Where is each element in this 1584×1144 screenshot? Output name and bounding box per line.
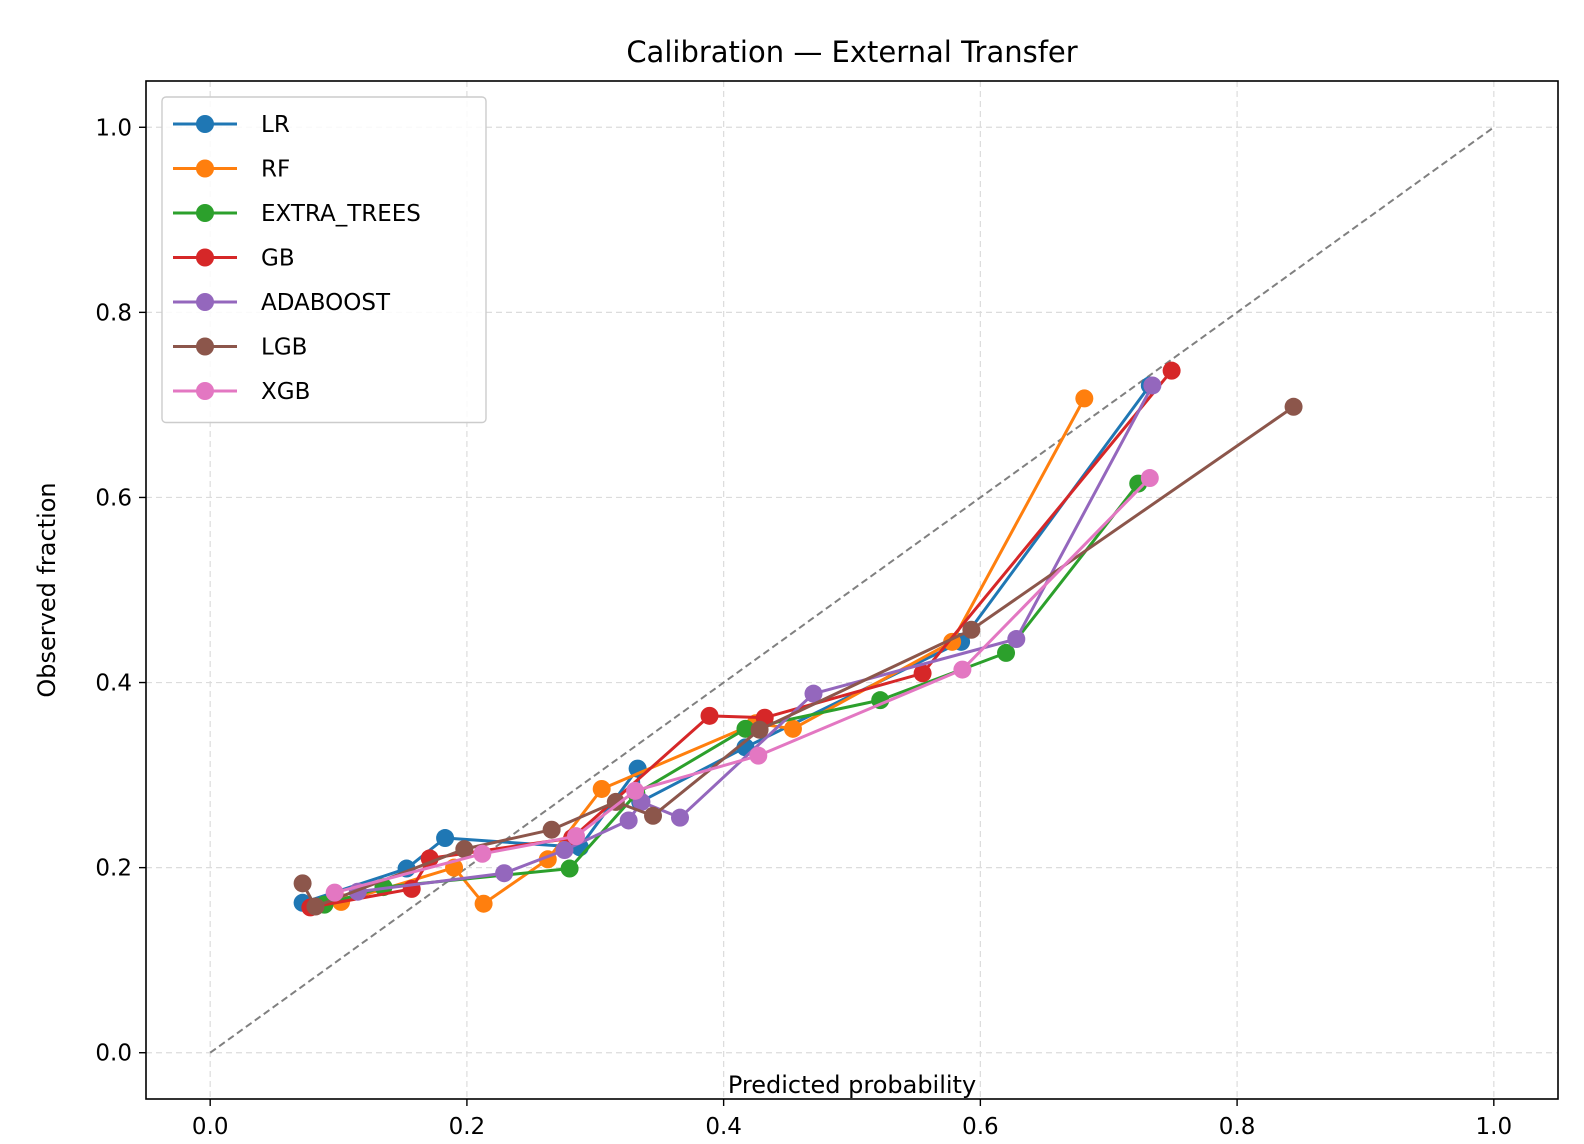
data-point: [1143, 376, 1162, 395]
legend-label: ADABOOST: [261, 290, 391, 316]
data-point: [1075, 389, 1094, 408]
data-point: [670, 808, 689, 827]
x-tick-label: 0.0: [192, 1114, 229, 1140]
legend-label: LR: [261, 112, 290, 138]
y-tick-label: 0.6: [95, 485, 132, 511]
legend-marker: [196, 115, 214, 133]
data-point: [736, 719, 755, 738]
data-point: [1007, 630, 1026, 649]
data-point: [749, 746, 768, 765]
data-point: [626, 781, 645, 800]
x-tick-label: 1.0: [1476, 1114, 1513, 1140]
legend-item-lr: LR: [173, 112, 290, 138]
data-point: [436, 829, 455, 848]
data-point: [997, 643, 1016, 662]
data-point: [606, 792, 625, 811]
data-point: [962, 620, 981, 639]
legend-marker: [196, 293, 214, 311]
legend-item-adaboost: ADABOOST: [173, 290, 391, 316]
legend-label: EXTRA_TREES: [261, 201, 421, 227]
legend-item-extra_trees: EXTRA_TREES: [173, 201, 421, 227]
legend-label: RF: [261, 157, 290, 183]
y-axis-label: Observed fraction: [33, 482, 61, 697]
data-point: [293, 874, 312, 893]
y-tick-label: 0.2: [95, 856, 132, 882]
legend-label: XGB: [261, 379, 310, 405]
data-point: [953, 660, 972, 679]
data-point: [783, 719, 802, 738]
data-point: [555, 841, 574, 860]
data-point: [473, 844, 492, 863]
legend-marker: [196, 204, 214, 222]
data-point: [592, 779, 611, 798]
plot-area-frame: [145, 80, 1559, 1100]
data-point: [619, 811, 638, 830]
legend-item-xgb: XGB: [173, 379, 310, 405]
x-axis-label: Predicted probability: [728, 1071, 976, 1099]
data-point: [1140, 469, 1159, 488]
x-axis-ticks: 0.0 0.2 0.4 0.6 0.8 1.0: [192, 1099, 1512, 1140]
legend-item-rf: RF: [173, 157, 290, 183]
series-layer: [293, 361, 1303, 917]
x-tick-label: 0.2: [449, 1114, 486, 1140]
series-lgb: [293, 397, 1303, 916]
data-point: [306, 897, 325, 916]
data-point: [644, 806, 663, 825]
data-point: [750, 720, 769, 739]
legend-label: LGB: [261, 335, 307, 361]
legend-marker: [196, 248, 214, 267]
legend-marker: [196, 159, 214, 178]
chart-title: Calibration — External Transfer: [626, 35, 1077, 69]
x-tick-label: 0.4: [705, 1114, 742, 1140]
data-point: [495, 864, 514, 883]
data-point: [542, 820, 561, 839]
y-tick-label: 0.0: [95, 1041, 132, 1067]
y-tick-label: 1.0: [95, 115, 132, 141]
series-adaboost: [348, 376, 1162, 901]
x-tick-label: 0.6: [962, 1114, 999, 1140]
legend-item-lgb: LGB: [173, 335, 307, 361]
legend-box: [161, 96, 487, 424]
series-xgb: [325, 469, 1159, 902]
data-point: [1162, 361, 1181, 380]
legend-item-gb: GB: [173, 246, 295, 272]
y-axis-ticks: 0.0 0.2 0.4 0.6 0.8 1.0: [95, 115, 146, 1067]
legend-marker: [196, 382, 214, 400]
data-point: [455, 840, 474, 859]
legend: LR RF EXTRA_TREES GB ADABOOST LGB XGB: [161, 96, 487, 424]
x-tick-label: 0.8: [1219, 1114, 1256, 1140]
data-point: [474, 894, 493, 913]
data-point: [567, 827, 586, 846]
data-point: [560, 859, 579, 878]
y-tick-label: 0.4: [95, 671, 132, 697]
data-point: [325, 883, 344, 902]
y-tick-label: 0.8: [95, 300, 132, 326]
data-point: [700, 706, 719, 725]
data-point: [913, 664, 932, 683]
legend-label: GB: [261, 246, 295, 272]
data-point: [1284, 397, 1303, 416]
legend-marker: [196, 337, 214, 356]
data-point: [804, 684, 823, 703]
